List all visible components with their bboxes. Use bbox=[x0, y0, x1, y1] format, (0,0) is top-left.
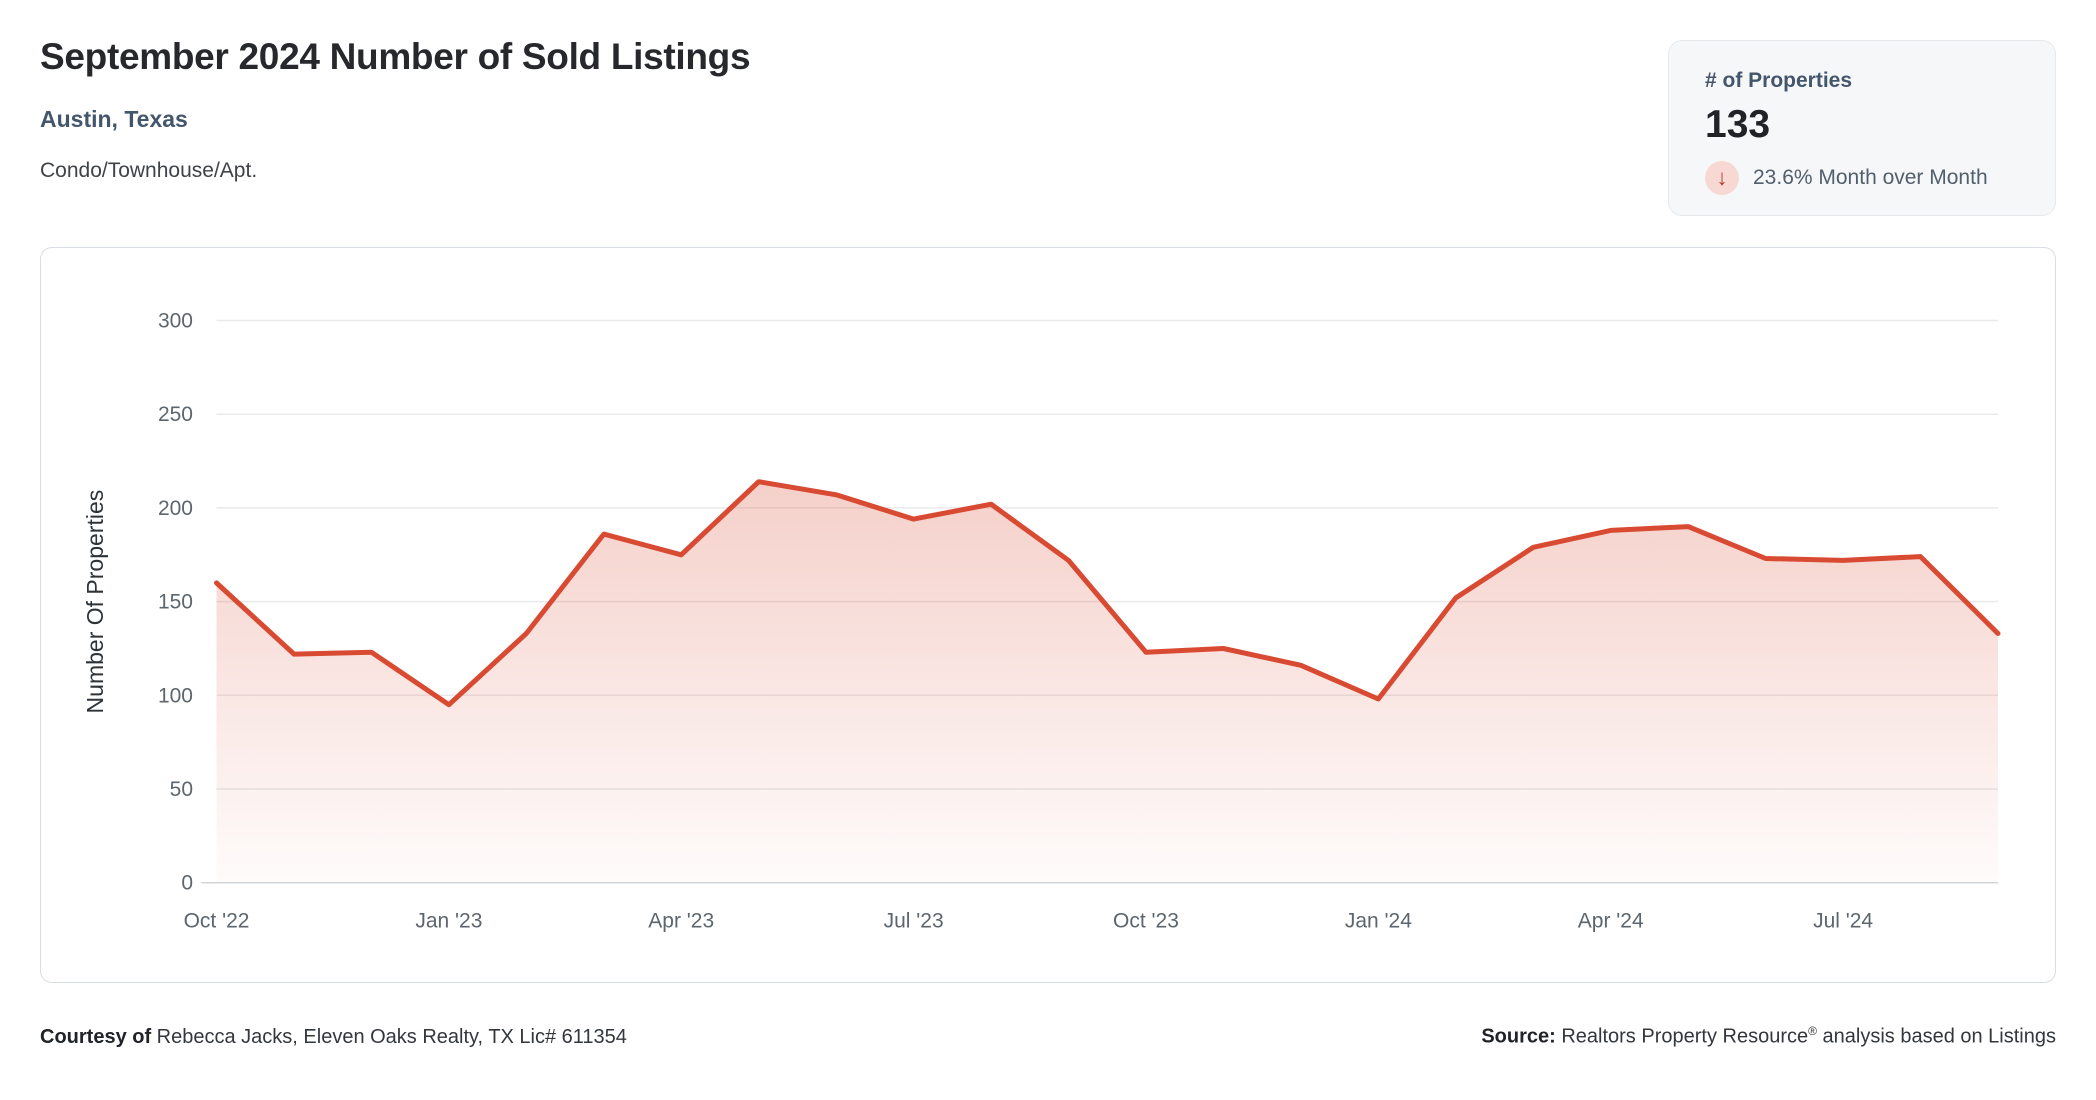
y-tick-label: 50 bbox=[170, 778, 193, 801]
x-tick-label: Jul '24 bbox=[1813, 910, 1873, 933]
y-tick-label: 250 bbox=[158, 403, 193, 426]
page-title: September 2024 Number of Sold Listings bbox=[40, 36, 751, 77]
registered-mark: ® bbox=[1808, 1024, 1817, 1038]
report-footer: Courtesy of Rebecca Jacks, Eleven Oaks R… bbox=[40, 1024, 2056, 1049]
properties-stat-card: # of Properties 133 ↓ 23.6% Month over M… bbox=[1668, 40, 2056, 216]
x-tick-label: Jan '24 bbox=[1345, 910, 1412, 933]
series-area bbox=[216, 481, 1998, 883]
y-tick-label: 200 bbox=[158, 497, 193, 520]
x-tick-label: Apr '23 bbox=[648, 910, 714, 933]
y-tick-label: 0 bbox=[181, 872, 193, 895]
y-tick-label: 300 bbox=[158, 310, 193, 333]
series-line bbox=[214, 479, 2001, 708]
x-tick-label: Oct '22 bbox=[184, 910, 250, 933]
chart-card: 0 50 100 150 200 250 300 Oct '22 Jan '23 Apr '23 J… bbox=[40, 247, 2056, 983]
month-over-month-text: 23.6% Month over Month bbox=[1753, 166, 1988, 189]
x-tick-label: Oct '23 bbox=[1113, 910, 1179, 933]
courtesy-label: Courtesy of bbox=[40, 1025, 152, 1048]
month-over-month-row: ↓ 23.6% Month over Month bbox=[1705, 161, 2025, 195]
y-tick-label: 150 bbox=[158, 591, 193, 614]
x-tick-label: Apr '24 bbox=[1578, 910, 1644, 933]
source-label: Source: bbox=[1481, 1025, 1556, 1048]
x-tick-label: Jul '23 bbox=[884, 910, 944, 933]
y-tick-label: 100 bbox=[158, 684, 193, 707]
sold-listings-area-chart: 0 50 100 150 200 250 300 Oct '22 Jan '23 Apr '23 J… bbox=[82, 310, 2001, 933]
property-type-label: Condo/Townhouse/Apt. bbox=[40, 159, 258, 182]
y-axis-title: Number Of Properties bbox=[82, 490, 108, 714]
arrow-down-icon: ↓ bbox=[1705, 161, 1739, 195]
stat-card-value: 133 bbox=[1705, 103, 1771, 146]
courtesy-text: Courtesy of Rebecca Jacks, Eleven Oaks R… bbox=[40, 1025, 627, 1048]
source-text: Source: Realtors Property Resource® anal… bbox=[1481, 1024, 2056, 1048]
page-subtitle: Austin, Texas bbox=[40, 106, 188, 132]
report-header: September 2024 Number of Sold Listings A… bbox=[40, 36, 751, 183]
x-tick-label: Jan '23 bbox=[415, 910, 482, 933]
stat-card-label: # of Properties bbox=[1705, 69, 1853, 92]
